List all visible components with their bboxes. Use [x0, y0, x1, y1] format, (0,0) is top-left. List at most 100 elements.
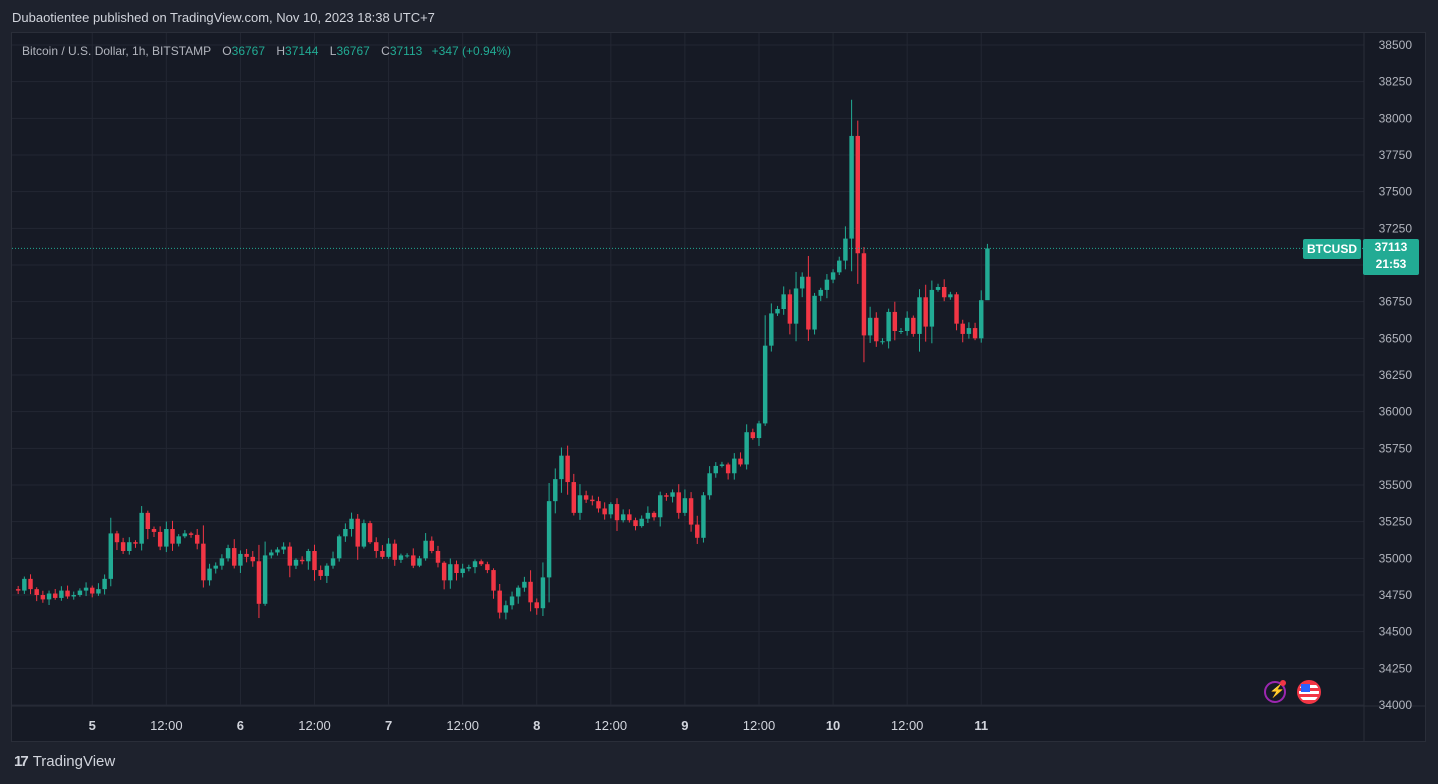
price-tick-label: 36000	[1379, 405, 1413, 419]
candle-body	[614, 504, 620, 521]
time-tick-label: 12:00	[891, 718, 924, 733]
candle-body	[657, 495, 663, 518]
candle-body	[77, 590, 83, 595]
price-tick-label: 34000	[1379, 698, 1413, 712]
candle-body	[367, 523, 373, 543]
candle-body	[262, 555, 268, 604]
tradingview-brand: TradingView	[32, 753, 116, 770]
candle-body	[491, 570, 496, 591]
candle-body	[435, 551, 441, 563]
candle-body	[596, 501, 601, 509]
candle-body	[948, 294, 953, 298]
candle-body	[682, 498, 688, 513]
candle-body	[201, 543, 206, 581]
candle-body	[608, 504, 614, 515]
candle-body	[287, 546, 293, 566]
change-value: +347 (+0.94%)	[431, 44, 512, 58]
candle-body	[312, 551, 317, 571]
price-tick-label: 37500	[1379, 185, 1413, 199]
price-tick-label: 34500	[1379, 625, 1413, 639]
candle-body	[571, 482, 577, 513]
candle-body	[157, 531, 163, 547]
candle-body	[423, 540, 428, 559]
time-tick-label: 12:00	[150, 718, 183, 733]
candle-body	[750, 432, 756, 439]
candle-body	[917, 297, 922, 334]
candle-body	[756, 423, 762, 439]
candle-body	[849, 135, 854, 239]
price-tick-label: 37250	[1379, 221, 1413, 235]
candle-body	[65, 590, 70, 597]
grid-layer	[12, 33, 1426, 741]
candle-body	[633, 520, 638, 527]
candle-body	[818, 289, 823, 296]
candle-body	[713, 465, 719, 474]
candle-body	[28, 578, 33, 590]
candle-body	[269, 552, 274, 556]
price-axis[interactable]: 34000 34250 34500 34750 35000 35250 35500 35750…	[1379, 38, 1413, 712]
candle-body	[281, 546, 286, 550]
candle-body	[151, 529, 157, 532]
symbol-price-label: BTCUSD	[1303, 239, 1361, 259]
flash-icon[interactable]	[1264, 681, 1286, 703]
price-tick-label: 34250	[1379, 661, 1413, 675]
candle-body	[380, 551, 385, 557]
candle-body	[460, 568, 465, 573]
symbol-legend[interactable]: Bitcoin / U.S. Dollar, 1h, BITSTAMP O367…	[22, 44, 511, 58]
candle-body	[861, 253, 867, 336]
candle-body	[90, 587, 95, 594]
price-tick-label: 35000	[1379, 551, 1413, 565]
candle-body	[941, 287, 947, 298]
candle-body	[330, 558, 336, 566]
price-tick-label: 34750	[1379, 588, 1413, 602]
tradingview-logo[interactable]: 17 TradingView	[14, 753, 115, 770]
candle-body	[108, 533, 113, 579]
symbol-title: Bitcoin / U.S. Dollar, 1h, BITSTAMP	[22, 44, 211, 58]
candle-body	[719, 464, 725, 466]
candle-body	[645, 512, 651, 519]
candle-body	[911, 317, 916, 334]
candle-body	[52, 593, 58, 598]
price-tick-label: 38250	[1379, 75, 1413, 89]
us-flag-icon[interactable]	[1297, 680, 1321, 704]
candle-body	[441, 562, 447, 581]
candle-body	[806, 276, 811, 330]
candle-body	[398, 555, 404, 560]
candle-body	[164, 529, 169, 547]
candle-body	[232, 548, 237, 566]
candle-body	[522, 581, 527, 588]
candle-body	[343, 529, 348, 537]
candle-body	[762, 345, 768, 424]
price-tick-label: 36250	[1379, 368, 1413, 382]
candle-body	[250, 556, 255, 562]
candle-body	[769, 313, 774, 346]
time-tick-label: 9	[681, 718, 688, 733]
candle-body	[176, 536, 181, 544]
candle-body	[590, 499, 595, 502]
candle-body	[349, 518, 354, 529]
time-tick-label: 12:00	[595, 718, 628, 733]
candle-body	[966, 328, 972, 334]
candle-body	[336, 536, 342, 559]
chart-frame[interactable]	[11, 32, 1426, 742]
candle-body	[213, 565, 218, 569]
open-label: O	[222, 44, 232, 58]
time-axis[interactable]: 5 12:00 6 12:00 7 12:00 8 12:00 9 12:00 10 12:00 11	[89, 718, 988, 733]
candle-body	[867, 317, 873, 336]
price-tick-label: 35250	[1379, 515, 1413, 529]
candle-body	[843, 238, 848, 261]
candle-body	[411, 555, 416, 566]
price-tick-label: 36750	[1379, 295, 1413, 309]
close-label: C	[381, 44, 390, 58]
time-tick-label: 6	[237, 718, 244, 733]
candle-body	[639, 518, 644, 527]
candle-body	[664, 495, 669, 497]
last-price-label: 37113 21:53	[1363, 239, 1419, 275]
publish-line: Dubaotientee published on TradingView.co…	[12, 10, 435, 25]
close-value: 37113	[389, 44, 423, 58]
candle-body	[775, 309, 780, 314]
candle-body	[102, 578, 107, 590]
candle-body	[71, 595, 76, 597]
candle-body	[466, 567, 472, 569]
